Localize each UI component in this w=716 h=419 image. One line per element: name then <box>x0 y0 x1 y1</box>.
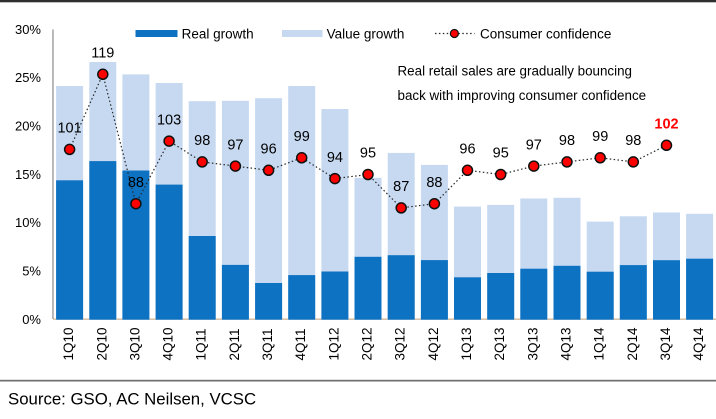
svg-text:5%: 5% <box>22 264 41 279</box>
svg-text:97: 97 <box>526 137 542 153</box>
svg-text:88: 88 <box>128 175 144 191</box>
svg-text:Real growth: Real growth <box>182 26 254 41</box>
svg-text:1Q14: 1Q14 <box>592 327 607 361</box>
svg-text:97: 97 <box>227 137 243 153</box>
svg-text:94: 94 <box>327 150 343 166</box>
svg-text:4Q11: 4Q11 <box>293 328 308 360</box>
svg-text:2Q11: 2Q11 <box>227 328 242 360</box>
svg-text:119: 119 <box>91 46 114 62</box>
svg-text:25%: 25% <box>15 70 41 85</box>
svg-text:98: 98 <box>194 133 210 149</box>
svg-text:101: 101 <box>57 121 81 137</box>
svg-text:1Q11: 1Q11 <box>194 328 209 360</box>
svg-text:0%: 0% <box>22 312 41 327</box>
svg-text:103: 103 <box>157 112 181 128</box>
svg-text:Consumer confidence: Consumer confidence <box>480 26 611 41</box>
svg-text:87: 87 <box>393 179 409 195</box>
svg-text:88: 88 <box>426 175 442 191</box>
svg-text:30%: 30% <box>15 22 41 37</box>
svg-text:10%: 10% <box>15 215 41 230</box>
svg-text:99: 99 <box>294 129 310 145</box>
svg-text:Source: GSO, AC Neilsen, VCSC: Source: GSO, AC Neilsen, VCSC <box>8 390 256 409</box>
svg-text:99: 99 <box>592 129 608 145</box>
svg-text:96: 96 <box>459 142 475 158</box>
svg-text:2Q12: 2Q12 <box>360 327 375 360</box>
svg-text:3Q10: 3Q10 <box>127 327 142 360</box>
svg-text:20%: 20% <box>15 119 41 134</box>
svg-text:95: 95 <box>360 146 376 162</box>
svg-text:98: 98 <box>625 133 641 149</box>
svg-text:1Q10: 1Q10 <box>61 327 76 360</box>
svg-text:3Q13: 3Q13 <box>525 327 540 360</box>
svg-text:98: 98 <box>559 133 575 149</box>
svg-text:1Q12: 1Q12 <box>326 327 341 360</box>
svg-text:4Q13: 4Q13 <box>559 327 574 360</box>
svg-text:96: 96 <box>261 142 277 158</box>
svg-text:2Q14: 2Q14 <box>625 327 640 361</box>
svg-text:95: 95 <box>493 146 509 162</box>
svg-text:back with improving consumer c: back with improving consumer confidence <box>398 88 647 103</box>
svg-text:1Q13: 1Q13 <box>459 327 474 360</box>
svg-text:4Q10: 4Q10 <box>161 327 176 360</box>
svg-text:Value growth: Value growth <box>327 26 405 41</box>
svg-text:3Q12: 3Q12 <box>393 327 408 360</box>
svg-text:4Q14: 4Q14 <box>691 327 706 361</box>
svg-text:3Q11: 3Q11 <box>260 328 275 360</box>
svg-text:15%: 15% <box>15 167 41 182</box>
svg-text:2Q10: 2Q10 <box>94 327 109 360</box>
svg-text:Real retail sales are graduall: Real retail sales are gradually bouncing <box>398 63 632 78</box>
svg-text:102: 102 <box>654 117 678 133</box>
svg-text:2Q13: 2Q13 <box>492 327 507 360</box>
svg-text:4Q12: 4Q12 <box>426 327 441 360</box>
svg-text:3Q14: 3Q14 <box>658 327 673 361</box>
